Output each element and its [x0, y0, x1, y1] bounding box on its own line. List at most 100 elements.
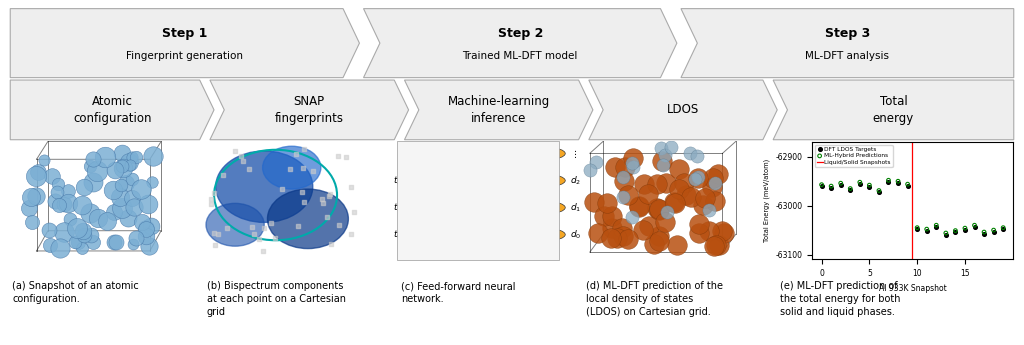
Point	[74, 246, 90, 251]
Polygon shape	[210, 80, 409, 140]
Circle shape	[489, 202, 524, 214]
Point	[288, 151, 304, 157]
Text: $t_2$: $t_2$	[393, 174, 402, 187]
Point	[70, 226, 86, 231]
Circle shape	[449, 229, 483, 240]
Point	[62, 217, 79, 222]
Point	[314, 196, 331, 202]
Point	[96, 154, 113, 159]
Circle shape	[530, 148, 565, 159]
Point	[22, 205, 38, 210]
Point	[50, 202, 67, 207]
Point	[656, 219, 673, 225]
Point	[631, 203, 647, 208]
Point	[82, 210, 98, 216]
Point	[123, 195, 139, 200]
Point	[24, 219, 40, 225]
Circle shape	[449, 148, 483, 159]
Point	[609, 236, 626, 241]
Point	[219, 225, 236, 230]
Circle shape	[530, 202, 565, 214]
Point	[60, 188, 77, 194]
Point	[295, 165, 311, 170]
Point	[687, 176, 703, 182]
DFT LDOS Targets	[995, 226, 1012, 232]
Text: Total
energy: Total energy	[872, 95, 914, 125]
DFT LDOS Targets	[909, 226, 926, 232]
Point	[106, 167, 123, 172]
Point	[104, 188, 121, 193]
Text: $t_0$: $t_0$	[393, 228, 402, 241]
Point	[105, 210, 122, 215]
Point	[263, 220, 280, 226]
ML-Hybrid Predictions	[928, 223, 944, 228]
Point	[659, 210, 676, 215]
Text: Fingerprint generation: Fingerprint generation	[126, 51, 244, 61]
Point	[671, 187, 687, 192]
ML-Hybrid Predictions	[899, 181, 915, 187]
Point	[631, 205, 647, 210]
Point	[636, 181, 652, 187]
Point	[650, 206, 667, 211]
Point	[114, 206, 130, 211]
Point	[596, 214, 612, 219]
Point	[707, 180, 723, 186]
DFT LDOS Targets	[890, 180, 906, 186]
DFT LDOS Targets	[870, 189, 887, 195]
Text: LDOS: LDOS	[667, 104, 699, 116]
ML-Hybrid Predictions	[870, 188, 887, 193]
Text: $\vdots$: $\vdots$	[570, 148, 578, 159]
Circle shape	[267, 189, 348, 248]
DFT LDOS Targets	[833, 182, 849, 187]
DFT LDOS Targets	[823, 185, 840, 190]
Point	[138, 233, 155, 238]
Polygon shape	[681, 9, 1014, 78]
Circle shape	[489, 175, 524, 186]
Point	[68, 240, 84, 245]
Point	[706, 175, 722, 181]
Point	[315, 200, 332, 205]
Point	[617, 165, 634, 170]
Point	[82, 164, 98, 169]
Circle shape	[262, 146, 321, 189]
Polygon shape	[364, 9, 677, 78]
Point	[707, 198, 723, 203]
Point	[689, 174, 706, 180]
Point	[651, 207, 668, 213]
Point	[588, 159, 604, 165]
Point	[132, 186, 148, 192]
Text: Step 3: Step 3	[824, 27, 870, 40]
Point	[74, 202, 90, 208]
Point	[55, 229, 72, 235]
DFT LDOS Targets	[956, 227, 973, 233]
Point	[144, 179, 161, 185]
Point	[700, 228, 717, 234]
Point	[620, 193, 636, 198]
Point	[691, 221, 708, 227]
Point	[614, 233, 631, 238]
Point	[138, 227, 155, 232]
Point	[590, 230, 606, 236]
ML-Hybrid Predictions	[985, 227, 1001, 233]
Point	[47, 198, 63, 204]
Point	[30, 170, 46, 175]
Text: ML-DFT analysis: ML-DFT analysis	[805, 51, 890, 61]
Point	[44, 174, 60, 179]
Point	[304, 168, 321, 174]
Point	[678, 193, 694, 198]
Polygon shape	[404, 80, 593, 140]
Point	[640, 191, 656, 197]
Circle shape	[449, 202, 483, 214]
Point	[145, 154, 162, 159]
DFT LDOS Targets	[852, 181, 868, 186]
Point	[690, 231, 707, 236]
Point	[669, 242, 685, 248]
DFT LDOS Targets	[919, 228, 935, 233]
Point	[234, 158, 251, 164]
Point	[98, 218, 115, 223]
Point	[85, 179, 101, 185]
Point	[127, 235, 143, 241]
Legend: DFT LDOS Targets, ML-Hybrid Predictions, Liquid/Solid Snapshots: DFT LDOS Targets, ML-Hybrid Predictions,…	[815, 145, 893, 167]
Point	[318, 214, 335, 219]
Point	[656, 152, 673, 157]
